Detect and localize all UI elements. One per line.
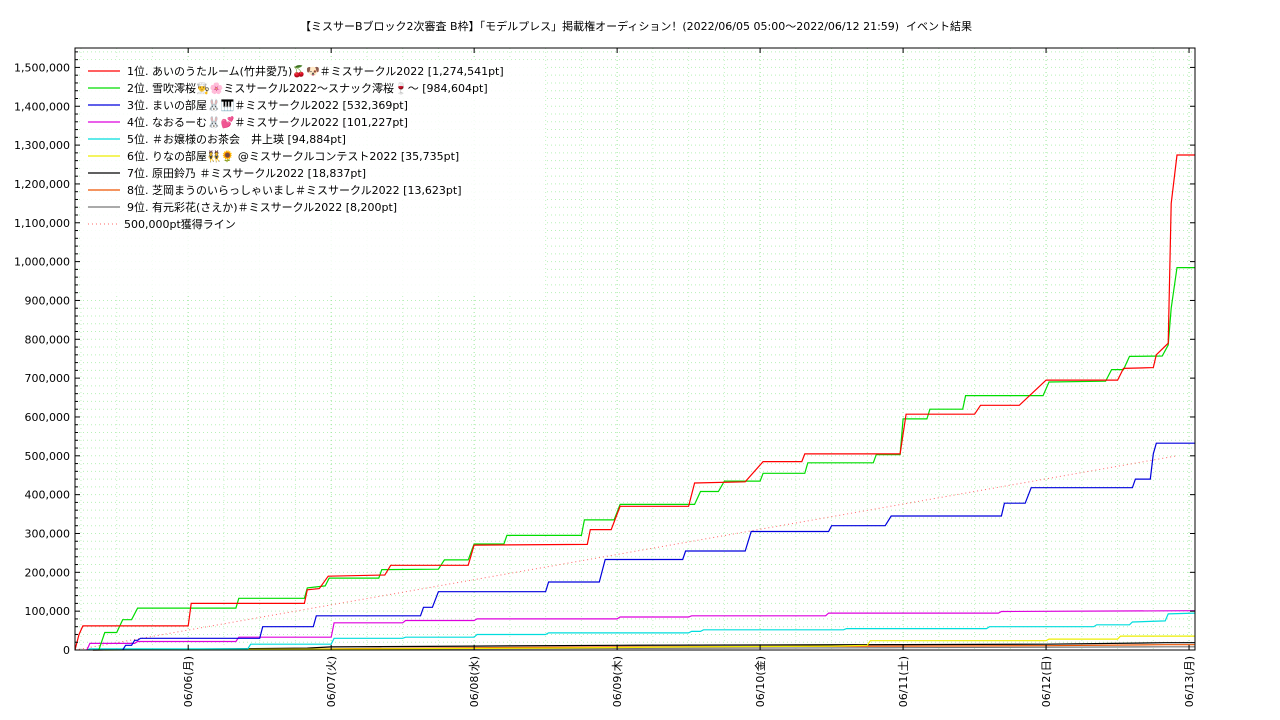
series-line	[92, 642, 1195, 651]
y-tick-label: 1,000,000	[14, 256, 70, 269]
series-line	[98, 267, 1195, 651]
x-tick-label: 06/08(水)	[468, 656, 481, 707]
y-tick-label: 1,400,000	[14, 100, 70, 113]
legend-label: 5位. ＃お嬢様のお茶会 井上瑛 [94,884pt]	[127, 132, 346, 146]
legend-label: 7位. 原田鈴乃 ＃ミスサークル2022 [18,837pt]	[127, 166, 366, 180]
plot-frame	[74, 47, 1196, 651]
legend-label: 2位. 雪吹澪桜👨‍🍳🌸ミスサークル2022〜スナック澪桜🍷〜 [984,604…	[127, 81, 488, 95]
series-line	[74, 154, 1195, 651]
legend-label: 3位. まいの部屋🐰🎹＃ミスサークル2022 [532,369pt]	[127, 98, 408, 112]
legend-label: 6位. りなの部屋👯🌻 @ミスサークルコンテスト2022 [35,735pt]	[127, 149, 459, 163]
y-tick-label: 500,000	[25, 450, 71, 463]
x-tick-label: 06/06(月)	[182, 656, 195, 707]
legend-label: 8位. 芝岡まうのいらっしゃいまし＃ミスサークル2022 [13,623pt]	[127, 183, 462, 197]
series-line	[86, 610, 1196, 651]
y-tick-label: 1,500,000	[14, 61, 70, 74]
y-tick-label: 1,200,000	[14, 178, 70, 191]
y-tick-label: 600,000	[25, 411, 71, 424]
legend: 1位. あいのうたルーム(竹井愛乃)🍒🐶＃ミスサークル2022 [1,274,5…	[80, 60, 544, 296]
series-line	[122, 442, 1195, 651]
reference-line-layer	[74, 455, 1178, 651]
y-tick-label: 1,100,000	[14, 217, 70, 230]
x-tick-label: 06/10(金)	[753, 656, 767, 707]
reference-line	[74, 455, 1178, 651]
y-tick-label: 100,000	[25, 605, 71, 618]
y-tick-label: 1,300,000	[14, 139, 70, 152]
series-line	[104, 635, 1195, 651]
x-tick-label: 06/12(日)	[1040, 656, 1053, 707]
legend-label: 4位. なおるーむ🐰💕＃ミスサークル2022 [101,227pt]	[127, 115, 408, 129]
x-tick-label: 06/09(木)	[611, 656, 624, 707]
legend-label: 1位. あいのうたルーム(竹井愛乃)🍒🐶＃ミスサークル2022 [1,274,5…	[127, 64, 504, 78]
y-tick-label: 900,000	[25, 294, 71, 307]
x-tick-label: 06/13(月)	[1183, 656, 1196, 707]
y-tick-label: 200,000	[25, 566, 71, 579]
y-tick-label: 400,000	[25, 489, 71, 502]
chart-subtitle: イベント結果	[906, 19, 972, 33]
y-tick-label: 800,000	[25, 333, 71, 346]
x-tick-label: 06/11(土)	[897, 656, 910, 707]
legend-label: 500,000pt獲得ライン	[124, 218, 236, 231]
chart-title: 【ミスサーBブロック2次審査 B枠】「モデルプレス」掲載権オーディション！(20…	[300, 19, 899, 33]
legend-box	[80, 60, 544, 296]
x-tick-label: 06/07(火)	[325, 656, 338, 707]
y-tick-label: 0	[63, 644, 70, 657]
axis-layer: 0 100,000 200,000 300,000 400,000 500,000 600,…	[14, 48, 1196, 707]
grid	[75, 48, 1195, 650]
y-tick-label: 300,000	[25, 527, 71, 540]
y-tick-label: 700,000	[25, 372, 71, 385]
legend-label: 9位. 有元彩花(さえか)＃ミスサークル2022 [8,200pt]	[127, 200, 397, 214]
series-line	[86, 612, 1196, 651]
